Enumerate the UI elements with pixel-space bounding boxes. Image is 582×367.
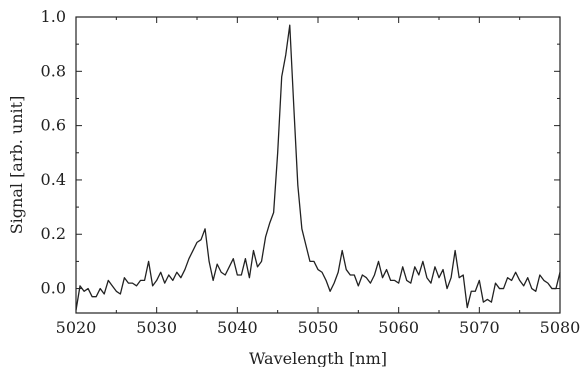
plot-frame (75, 16, 561, 314)
y-axis-label: Signal [arb. unit] (7, 96, 26, 235)
x-tick-label: 5030 (136, 318, 177, 337)
x-tick-label: 5040 (217, 318, 258, 337)
y-tick-label: 0.4 (41, 170, 66, 189)
tick-labels-layer: 5020 5030 5040 5050 5060 5070 5080 0.0 0.2 0.4 0.6… (41, 7, 581, 337)
y-tick-label: 0.8 (41, 61, 66, 80)
y-tick-label: 1.0 (41, 7, 66, 26)
x-tick-label: 5080 (540, 318, 581, 337)
y-tick-label: 0.0 (41, 279, 66, 298)
x-tick-label: 5050 (298, 318, 339, 337)
signal-series-line (75, 24, 561, 311)
x-tick-label: 5070 (459, 318, 500, 337)
x-tick-label: 5060 (378, 318, 419, 337)
x-tick-label: 5020 (56, 318, 97, 337)
x-axis-label: Wavelength [nm] (249, 349, 387, 367)
y-tick-label: 0.2 (41, 224, 66, 243)
y-tick-label: 0.6 (41, 116, 66, 135)
